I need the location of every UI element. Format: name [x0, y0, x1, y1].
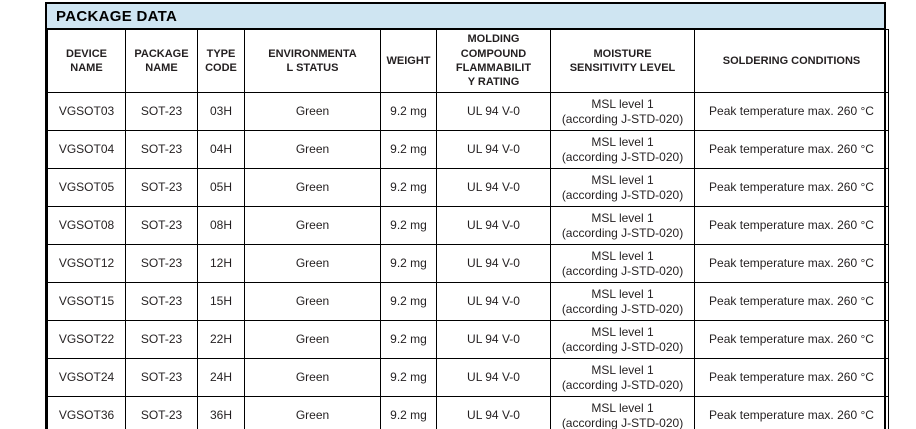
cell-type-code: 22H: [197, 320, 245, 359]
cell-moisture-sensitivity: MSL level 1 (according J-STD-020): [550, 206, 695, 245]
cell-environmental-status: Green: [244, 358, 381, 397]
table-row: VGSOT22 SOT-23 22H Green 9.2 mg UL 94 V-…: [47, 320, 889, 359]
header-moisture-sensitivity-level: MOISTURE SENSITIVITY LEVEL: [550, 29, 695, 93]
cell-soldering-conditions: Peak temperature max. 260 °C: [694, 396, 889, 429]
cell-type-code: 08H: [197, 206, 245, 245]
cell-flammability-rating: UL 94 V-0: [436, 358, 551, 397]
cell-package-name: SOT-23: [125, 320, 198, 359]
cell-weight: 9.2 mg: [380, 206, 437, 245]
cell-type-code: 24H: [197, 358, 245, 397]
table-row: VGSOT15 SOT-23 15H Green 9.2 mg UL 94 V-…: [47, 282, 889, 321]
cell-environmental-status: Green: [244, 206, 381, 245]
cell-package-name: SOT-23: [125, 130, 198, 169]
cell-type-code: 05H: [197, 168, 245, 207]
header-type-code: TYPE CODE: [197, 29, 245, 93]
header-device-name: DEVICE NAME: [47, 29, 126, 93]
cell-flammability-rating: UL 94 V-0: [436, 168, 551, 207]
cell-soldering-conditions: Peak temperature max. 260 °C: [694, 130, 889, 169]
header-row: DEVICE NAME PACKAGE NAME TYPE CODE ENVIR…: [47, 29, 889, 93]
table-row: VGSOT03 SOT-23 03H Green 9.2 mg UL 94 V-…: [47, 92, 889, 131]
cell-device-name: VGSOT24: [47, 358, 126, 397]
header-weight: WEIGHT: [380, 29, 437, 93]
cell-device-name: VGSOT22: [47, 320, 126, 359]
cell-soldering-conditions: Peak temperature max. 260 °C: [694, 206, 889, 245]
cell-flammability-rating: UL 94 V-0: [436, 320, 551, 359]
cell-type-code: 04H: [197, 130, 245, 169]
cell-package-name: SOT-23: [125, 358, 198, 397]
cell-package-name: SOT-23: [125, 168, 198, 207]
cell-environmental-status: Green: [244, 244, 381, 283]
cell-soldering-conditions: Peak temperature max. 260 °C: [694, 282, 889, 321]
header-molding-compound-flammability-rating: MOLDING COMPOUND FLAMMABILIT Y RATING: [436, 29, 551, 93]
cell-environmental-status: Green: [244, 282, 381, 321]
table-row: VGSOT36 SOT-23 36H Green 9.2 mg UL 94 V-…: [47, 396, 889, 429]
package-data-table-box: PACKAGE DATA DEVICE NAME PACKAGE NAME TY…: [45, 2, 889, 429]
cell-soldering-conditions: Peak temperature max. 260 °C: [694, 358, 889, 397]
cell-weight: 9.2 mg: [380, 320, 437, 359]
cell-soldering-conditions: Peak temperature max. 260 °C: [694, 320, 889, 359]
cell-weight: 9.2 mg: [380, 244, 437, 283]
cell-environmental-status: Green: [244, 130, 381, 169]
table-row: VGSOT12 SOT-23 12H Green 9.2 mg UL 94 V-…: [47, 244, 889, 283]
cell-environmental-status: Green: [244, 320, 381, 359]
table-row: VGSOT04 SOT-23 04H Green 9.2 mg UL 94 V-…: [47, 130, 889, 169]
cell-device-name: VGSOT36: [47, 396, 126, 429]
header-soldering-conditions: SOLDERING CONDITIONS: [694, 29, 889, 93]
cell-weight: 9.2 mg: [380, 168, 437, 207]
cell-moisture-sensitivity: MSL level 1 (according J-STD-020): [550, 396, 695, 429]
cell-device-name: VGSOT15: [47, 282, 126, 321]
cell-weight: 9.2 mg: [380, 358, 437, 397]
header-environmental-status: ENVIRONMENTA L STATUS: [244, 29, 381, 93]
cell-flammability-rating: UL 94 V-0: [436, 396, 551, 429]
table-row: VGSOT05 SOT-23 05H Green 9.2 mg UL 94 V-…: [47, 168, 889, 207]
cell-weight: 9.2 mg: [380, 282, 437, 321]
cell-weight: 9.2 mg: [380, 92, 437, 131]
cell-device-name: VGSOT03: [47, 92, 126, 131]
cell-package-name: SOT-23: [125, 282, 198, 321]
cell-weight: 9.2 mg: [380, 130, 437, 169]
header-package-name: PACKAGE NAME: [125, 29, 198, 93]
cell-moisture-sensitivity: MSL level 1 (according J-STD-020): [550, 282, 695, 321]
cell-weight: 9.2 mg: [380, 396, 437, 429]
cell-device-name: VGSOT04: [47, 130, 126, 169]
cell-type-code: 12H: [197, 244, 245, 283]
cell-soldering-conditions: Peak temperature max. 260 °C: [694, 244, 889, 283]
cell-type-code: 36H: [197, 396, 245, 429]
cell-moisture-sensitivity: MSL level 1 (according J-STD-020): [550, 168, 695, 207]
cell-flammability-rating: UL 94 V-0: [436, 282, 551, 321]
cell-moisture-sensitivity: MSL level 1 (according J-STD-020): [550, 130, 695, 169]
cell-moisture-sensitivity: MSL level 1 (according J-STD-020): [550, 358, 695, 397]
cell-package-name: SOT-23: [125, 244, 198, 283]
cell-flammability-rating: UL 94 V-0: [436, 244, 551, 283]
table-title-bar: PACKAGE DATA: [47, 4, 884, 29]
cell-soldering-conditions: Peak temperature max. 260 °C: [694, 92, 889, 131]
cell-moisture-sensitivity: MSL level 1 (according J-STD-020): [550, 244, 695, 283]
cell-flammability-rating: UL 94 V-0: [436, 130, 551, 169]
cell-moisture-sensitivity: MSL level 1 (according J-STD-020): [550, 320, 695, 359]
cell-moisture-sensitivity: MSL level 1 (according J-STD-020): [550, 92, 695, 131]
table-row: VGSOT08 SOT-23 08H Green 9.2 mg UL 94 V-…: [47, 206, 889, 245]
cell-package-name: SOT-23: [125, 396, 198, 429]
table-row: VGSOT24 SOT-23 24H Green 9.2 mg UL 94 V-…: [47, 358, 889, 397]
cell-device-name: VGSOT12: [47, 244, 126, 283]
cell-type-code: 03H: [197, 92, 245, 131]
cell-soldering-conditions: Peak temperature max. 260 °C: [694, 168, 889, 207]
table-title: PACKAGE DATA: [56, 7, 178, 25]
cell-type-code: 15H: [197, 282, 245, 321]
cell-package-name: SOT-23: [125, 206, 198, 245]
package-data-table: DEVICE NAME PACKAGE NAME TYPE CODE ENVIR…: [47, 29, 889, 429]
cell-flammability-rating: UL 94 V-0: [436, 92, 551, 131]
cell-environmental-status: Green: [244, 92, 381, 131]
cell-environmental-status: Green: [244, 168, 381, 207]
cell-environmental-status: Green: [244, 396, 381, 429]
cell-package-name: SOT-23: [125, 92, 198, 131]
cell-flammability-rating: UL 94 V-0: [436, 206, 551, 245]
cell-device-name: VGSOT05: [47, 168, 126, 207]
cell-device-name: VGSOT08: [47, 206, 126, 245]
